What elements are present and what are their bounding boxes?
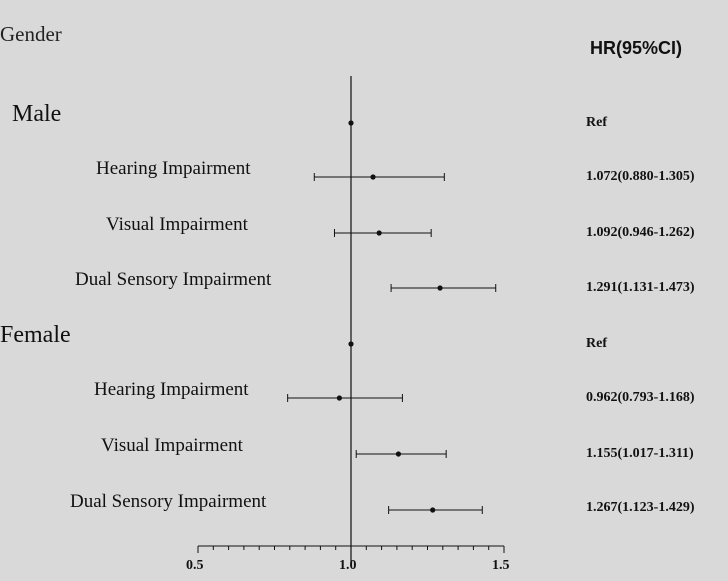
hr-point [336,395,342,401]
row-label: Visual Impairment [101,435,243,456]
hr-point [395,451,402,457]
row-label: Dual Sensory Impairment [70,491,267,512]
x-tick-label: 1.0 [339,558,357,573]
hr-value-label: 0.962(0.793-1.168) [586,390,695,405]
x-tick-label: 1.5 [492,558,510,573]
hr-value-label: 1.092(0.946-1.262) [586,225,695,240]
hr-point [348,341,354,347]
x-tick-label: 0.5 [186,558,204,573]
hr-point [370,174,376,180]
row-label: Hearing Impairment [94,379,249,400]
hr-value-label: Ref [586,115,607,130]
group-label: Female [0,322,71,348]
row-label: Visual Impairment [106,214,248,235]
gender-column-header: Gender [0,22,62,46]
hr-point [376,230,382,236]
hr-value-label: 1.155(1.017-1.311) [586,446,694,461]
hr-value-label: 1.291(1.131-1.473) [586,280,695,295]
hr-value-label: Ref [586,336,607,351]
hr-point [348,120,354,126]
hr-value-label: 1.072(0.880-1.305) [586,169,695,184]
hr-point [437,285,443,291]
hr-value-label: 1.267(1.123-1.429) [586,500,695,515]
row-label: Dual Sensory Impairment [75,269,272,290]
hr-point [430,507,436,513]
row-label: Hearing Impairment [96,158,251,179]
hr-column-header: HR(95%CI) [589,38,682,58]
group-label: Male [12,101,62,127]
